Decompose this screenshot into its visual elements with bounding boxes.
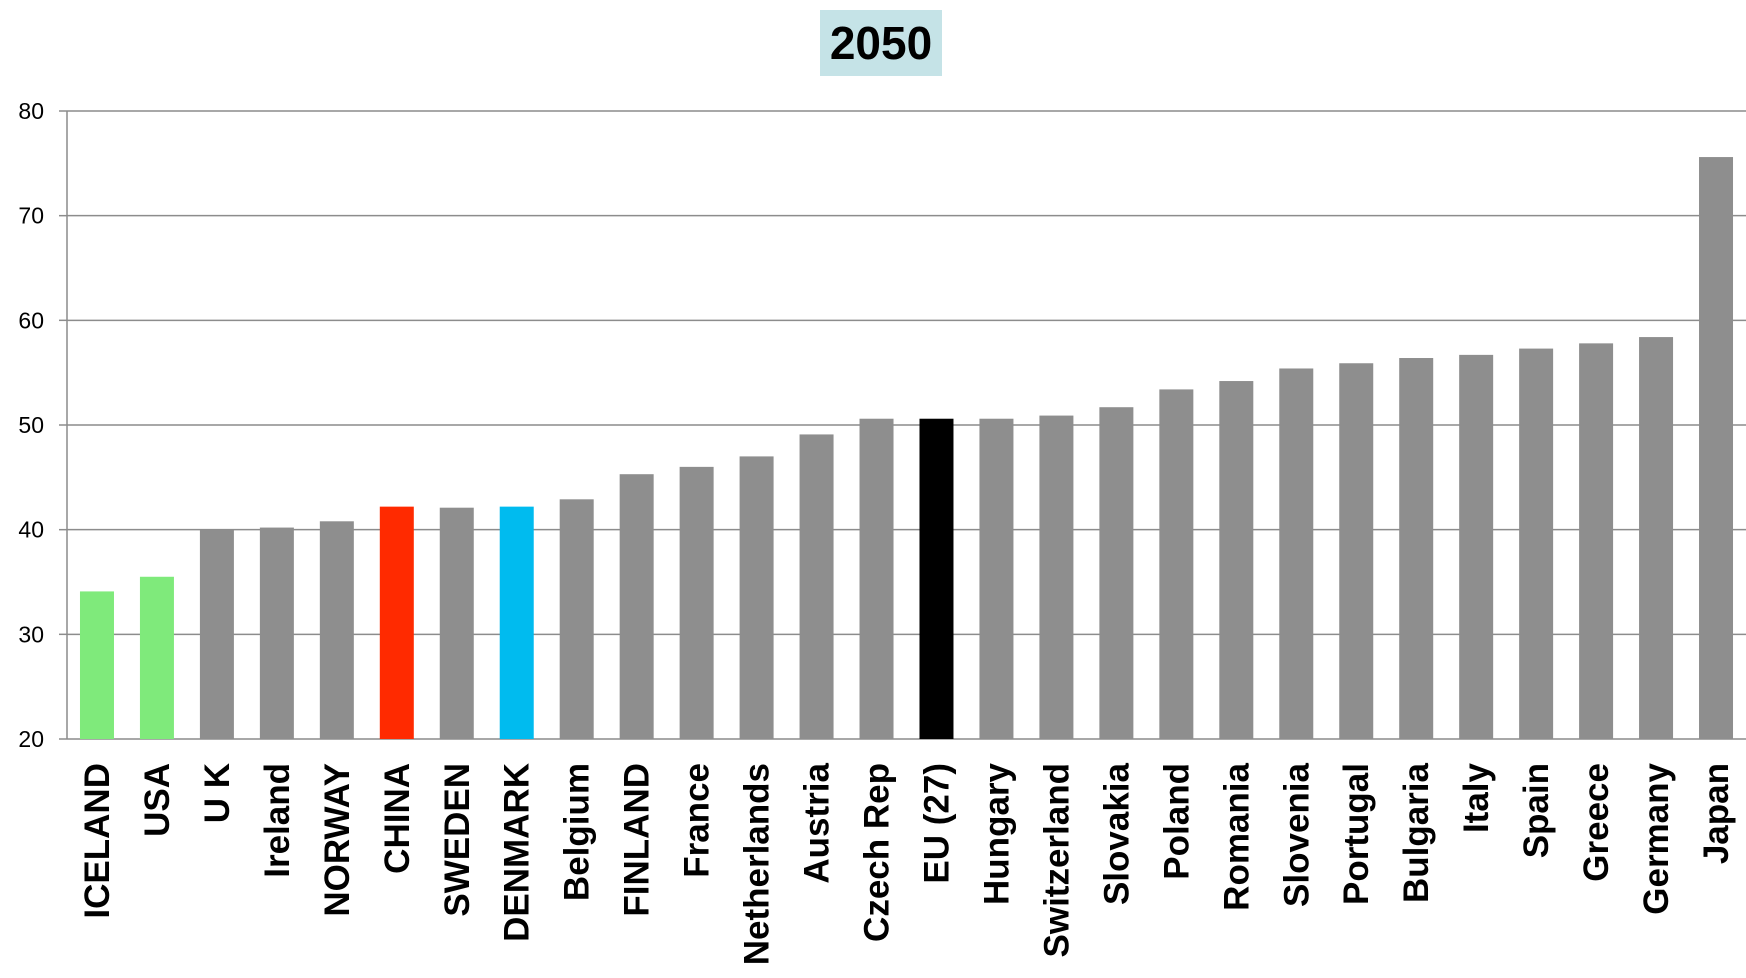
- x-tick-label: Germany: [1637, 762, 1676, 914]
- bar: [259, 527, 294, 739]
- x-tick-label: EU (27): [917, 763, 956, 884]
- x-tick-label: Netherlands: [738, 763, 777, 965]
- x-tick-label: Ireland: [258, 763, 297, 878]
- bar: [1519, 348, 1554, 739]
- x-tick-label: Poland: [1157, 763, 1196, 880]
- x-tick-label: SWEDEN: [438, 763, 477, 917]
- bar: [1699, 157, 1734, 739]
- bar: [1219, 381, 1254, 739]
- x-tick-label: Slovenia: [1277, 762, 1316, 906]
- chart-title: 2050: [829, 17, 933, 69]
- y-tick-label: 30: [18, 621, 44, 647]
- y-tick-label: 50: [18, 412, 44, 438]
- bar: [139, 576, 174, 739]
- x-tick-label: USA: [138, 763, 177, 837]
- y-tick-label: 40: [18, 517, 44, 543]
- bar: [1639, 337, 1674, 739]
- x-tick-label: Austria: [798, 762, 837, 883]
- x-tick-label: Japan: [1697, 763, 1736, 864]
- x-tick-label: Czech Rep: [858, 763, 897, 942]
- x-tick-label: France: [678, 763, 717, 878]
- bar: [79, 591, 114, 739]
- bar: [379, 506, 414, 739]
- bar: [1159, 389, 1194, 739]
- x-tick-label: U K: [198, 763, 237, 823]
- bar: [979, 418, 1014, 739]
- x-tick-label: Spain: [1517, 763, 1556, 858]
- x-tick-label: Slovakia: [1097, 762, 1136, 905]
- x-tick-label: NORWAY: [318, 763, 357, 917]
- x-tick-label: Greece: [1577, 763, 1616, 882]
- x-tick-label: Romania: [1217, 762, 1256, 910]
- x-tick-label: Bulgaria: [1397, 762, 1436, 903]
- y-tick-label: 80: [18, 98, 44, 124]
- bar: [619, 474, 654, 739]
- bar: [859, 418, 894, 739]
- x-tick-label: Italy: [1457, 762, 1496, 833]
- x-tick-label: Portugal: [1337, 763, 1376, 905]
- bar: [739, 456, 774, 739]
- y-tick-label: 70: [18, 203, 44, 229]
- bar: [1039, 415, 1074, 739]
- x-tick-label: Hungary: [977, 762, 1016, 905]
- x-tick-label: ICELAND: [78, 763, 117, 919]
- chart-title-box: 2050: [820, 10, 942, 76]
- bar: [1339, 363, 1374, 739]
- x-tick-label: CHINA: [378, 763, 417, 874]
- bar: [199, 529, 234, 739]
- x-tick-label: FINLAND: [618, 763, 657, 917]
- bar: [499, 506, 534, 739]
- bar: [1099, 407, 1134, 739]
- x-tick-label: Switzerland: [1037, 763, 1076, 957]
- bar: [919, 418, 954, 739]
- bar: [1459, 354, 1494, 739]
- bar: [559, 499, 594, 739]
- bar: [679, 466, 714, 739]
- bar: [319, 521, 354, 739]
- bar: [1399, 358, 1434, 739]
- y-tick-label: 20: [18, 726, 44, 752]
- bar: [799, 434, 834, 739]
- bar: [439, 507, 474, 739]
- x-tick-label: Belgium: [558, 763, 597, 901]
- bar: [1579, 343, 1614, 739]
- bar: [1279, 368, 1314, 739]
- x-tick-label: DENMARK: [498, 763, 537, 942]
- y-tick-label: 60: [18, 307, 44, 333]
